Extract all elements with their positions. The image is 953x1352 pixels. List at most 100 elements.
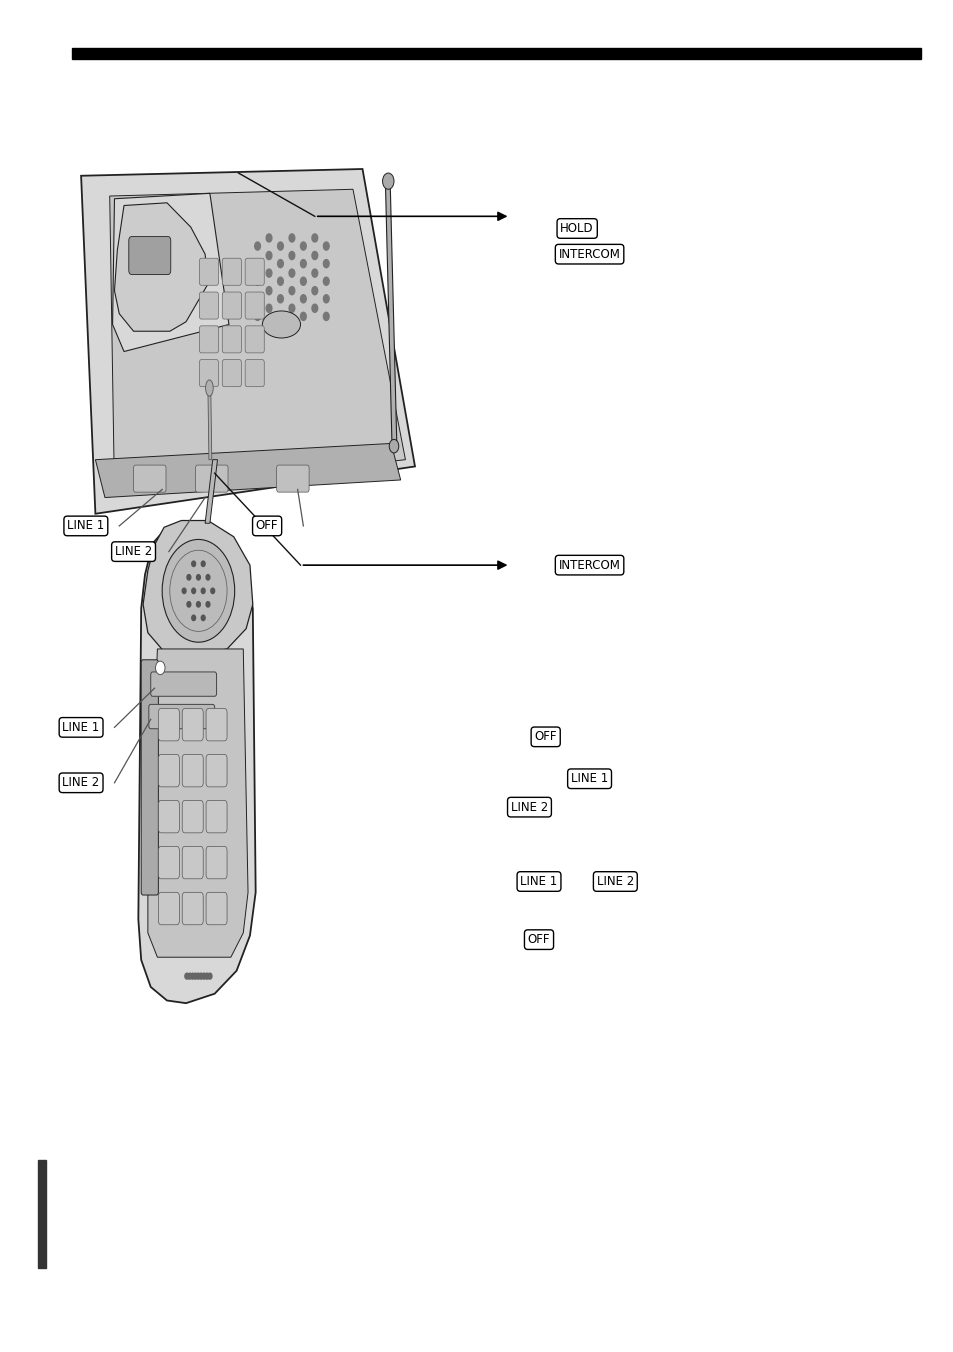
FancyBboxPatch shape (245, 292, 264, 319)
Polygon shape (110, 189, 405, 492)
FancyBboxPatch shape (182, 708, 203, 741)
FancyBboxPatch shape (129, 237, 171, 274)
Text: LINE 1: LINE 1 (519, 875, 558, 888)
FancyBboxPatch shape (158, 800, 179, 833)
FancyBboxPatch shape (245, 258, 264, 285)
Circle shape (277, 242, 283, 250)
Circle shape (289, 234, 294, 242)
FancyBboxPatch shape (222, 360, 241, 387)
Circle shape (323, 242, 329, 250)
Circle shape (300, 260, 306, 268)
Circle shape (196, 575, 200, 580)
FancyBboxPatch shape (141, 660, 158, 895)
Circle shape (289, 251, 294, 260)
Polygon shape (143, 521, 253, 656)
Text: LINE 2: LINE 2 (596, 875, 634, 888)
Circle shape (312, 304, 317, 312)
Circle shape (182, 588, 186, 594)
FancyBboxPatch shape (199, 326, 218, 353)
Circle shape (266, 304, 272, 312)
Circle shape (312, 269, 317, 277)
FancyBboxPatch shape (206, 754, 227, 787)
Circle shape (192, 561, 195, 566)
Circle shape (389, 439, 398, 453)
Circle shape (196, 602, 200, 607)
FancyBboxPatch shape (182, 846, 203, 879)
Circle shape (254, 260, 260, 268)
FancyBboxPatch shape (151, 672, 216, 696)
Circle shape (254, 277, 260, 285)
Bar (38, 1160, 46, 1268)
Polygon shape (208, 392, 212, 460)
Circle shape (266, 269, 272, 277)
Text: LINE 1: LINE 1 (570, 772, 608, 786)
Circle shape (201, 588, 205, 594)
Text: OFF: OFF (534, 730, 557, 744)
Circle shape (266, 287, 272, 295)
Circle shape (266, 251, 272, 260)
Circle shape (201, 561, 205, 566)
Text: LINE 1: LINE 1 (62, 721, 100, 734)
Text: LINE 2: LINE 2 (510, 800, 548, 814)
Text: OFF: OFF (527, 933, 550, 946)
FancyBboxPatch shape (222, 292, 241, 319)
FancyBboxPatch shape (133, 465, 166, 492)
Circle shape (289, 304, 294, 312)
Circle shape (323, 277, 329, 285)
Circle shape (312, 287, 317, 295)
FancyBboxPatch shape (195, 465, 228, 492)
FancyBboxPatch shape (199, 360, 218, 387)
Polygon shape (148, 649, 248, 957)
Circle shape (300, 312, 306, 320)
Circle shape (289, 287, 294, 295)
FancyBboxPatch shape (245, 326, 264, 353)
Text: OFF: OFF (255, 519, 278, 533)
Circle shape (382, 173, 394, 189)
Ellipse shape (205, 380, 213, 396)
Circle shape (206, 602, 210, 607)
FancyBboxPatch shape (276, 465, 309, 492)
Text: LINE 2: LINE 2 (62, 776, 100, 790)
Circle shape (289, 269, 294, 277)
Polygon shape (81, 169, 415, 514)
Text: LINE 1: LINE 1 (67, 519, 105, 533)
FancyBboxPatch shape (206, 708, 227, 741)
Circle shape (323, 312, 329, 320)
FancyBboxPatch shape (245, 360, 264, 387)
Ellipse shape (262, 311, 300, 338)
Text: HOLD: HOLD (559, 222, 594, 235)
FancyBboxPatch shape (158, 892, 179, 925)
Circle shape (211, 588, 214, 594)
FancyBboxPatch shape (199, 258, 218, 285)
Circle shape (191, 973, 194, 979)
Text: INTERCOM: INTERCOM (558, 247, 619, 261)
Circle shape (300, 277, 306, 285)
Circle shape (201, 615, 205, 621)
Circle shape (266, 234, 272, 242)
FancyBboxPatch shape (158, 708, 179, 741)
FancyBboxPatch shape (222, 258, 241, 285)
Polygon shape (114, 203, 208, 331)
FancyBboxPatch shape (182, 892, 203, 925)
Circle shape (205, 973, 209, 979)
Circle shape (192, 588, 195, 594)
Circle shape (312, 234, 317, 242)
Circle shape (254, 242, 260, 250)
Circle shape (277, 260, 283, 268)
Polygon shape (205, 460, 217, 523)
FancyBboxPatch shape (182, 800, 203, 833)
Circle shape (199, 973, 203, 979)
Circle shape (193, 973, 197, 979)
Polygon shape (385, 183, 396, 449)
Circle shape (187, 575, 191, 580)
Circle shape (312, 251, 317, 260)
FancyBboxPatch shape (149, 704, 214, 729)
Circle shape (277, 277, 283, 285)
FancyBboxPatch shape (199, 292, 218, 319)
Circle shape (323, 295, 329, 303)
Circle shape (323, 260, 329, 268)
Polygon shape (112, 193, 229, 352)
Circle shape (208, 973, 212, 979)
Circle shape (192, 615, 195, 621)
Circle shape (277, 312, 283, 320)
